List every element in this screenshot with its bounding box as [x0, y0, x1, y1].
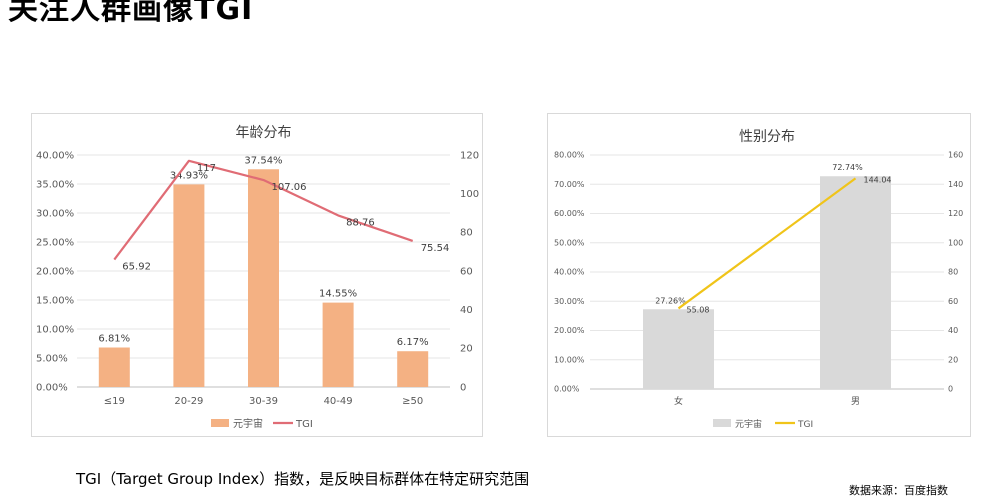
age-bar	[98, 347, 130, 387]
age-y-left-tick-label: 15.00%	[36, 295, 74, 306]
age-bar	[173, 184, 205, 387]
gender-y-left-tick-label: 70.00%	[554, 180, 585, 189]
age-y-left-tick-label: 25.00%	[36, 237, 74, 248]
tgi-description: TGI（Target Group Index）指数，是反映目标群体在特定研究范围	[76, 470, 530, 488]
age-y-right-tick-label: 60	[460, 266, 473, 277]
age-y-left-tick-label: 20.00%	[36, 266, 74, 277]
gender-chart-svg: 性别分布 0.00% 10.00% 20.00% 30.00% 40.00% 50.00% 6…	[554, 129, 963, 430]
age-y-left-tick-label: 10.00%	[36, 324, 74, 335]
gender-distribution-chart: 性别分布 0.00% 10.00% 20.00% 30.00% 40.00% 50.00% 6…	[547, 113, 971, 437]
age-x-tick-label: 20-29	[174, 396, 203, 407]
age-y-right-tick-label: 80	[460, 228, 473, 239]
gender-y-right-tick-label: 160	[948, 151, 963, 160]
age-y-left-tick-label: 0.00%	[36, 382, 68, 393]
gender-bar	[820, 176, 891, 389]
age-y-left-tick-label: 40.00%	[36, 150, 74, 161]
age-x-tick-label: ≥50	[402, 396, 423, 407]
age-y-left-tick-label: 35.00%	[36, 179, 74, 190]
age-tgi-data-label: 65.92	[122, 262, 151, 273]
gender-y-right-tick-label: 80	[948, 268, 958, 277]
gender-y-right-tick-label: 100	[948, 238, 963, 247]
gender-y-left-tick-label: 0.00%	[554, 385, 580, 394]
age-bar	[397, 351, 429, 387]
age-bar-data-label: 6.81%	[98, 334, 130, 345]
age-tgi-data-label: 75.54	[421, 243, 450, 254]
gender-y-right-tick-label: 140	[948, 180, 963, 189]
page-title: 关注人群画像TGI	[8, 0, 254, 27]
gender-y-left-tick-label: 30.00%	[554, 297, 585, 306]
age-x-tick-label: ≤19	[104, 396, 125, 407]
age-bar-data-label: 37.54%	[244, 155, 282, 166]
gender-tgi-data-label: 55.08	[687, 305, 710, 314]
gender-y-right-tick-label: 20	[948, 355, 958, 364]
gender-y-left-tick-label: 20.00%	[554, 326, 585, 335]
gender-legend-bar-swatch	[713, 419, 731, 427]
age-bar-data-label: 14.55%	[319, 289, 357, 300]
age-tgi-data-label: 107.06	[272, 182, 307, 193]
age-bar-data-label: 34.93%	[170, 170, 208, 181]
age-y-left-tick-label: 5.00%	[36, 353, 68, 364]
data-source: 数据来源：百度指数	[849, 484, 948, 497]
gender-legend-line-label: TGI	[797, 420, 813, 430]
gender-bar	[643, 309, 714, 389]
gender-y-right-tick-label: 60	[948, 297, 958, 306]
age-bar-data-label: 6.17%	[397, 337, 429, 348]
age-tgi-line	[113, 159, 414, 261]
gender-bar-data-label: 72.74%	[832, 163, 863, 172]
gender-y-left-tick-label: 60.00%	[554, 209, 585, 218]
gender-y-left-tick-label: 80.00%	[554, 151, 585, 160]
age-x-tick-label: 30-39	[249, 396, 278, 407]
gender-y-right-tick-label: 120	[948, 209, 963, 218]
age-y-right-tick-label: 120	[460, 150, 479, 161]
gender-y-right-tick-label: 0	[948, 385, 953, 394]
gender-chart-title: 性别分布	[739, 129, 795, 145]
age-tgi-data-label: 88.76	[346, 217, 375, 228]
gender-x-tick-label: 女	[674, 395, 683, 407]
age-y-left-tick-label: 30.00%	[36, 208, 74, 219]
age-y-right-tick-label: 100	[460, 189, 479, 200]
age-tgi-data-label: 117	[197, 163, 216, 174]
age-x-tick-label: 40-49	[324, 396, 353, 407]
age-y-right-tick-label: 0	[460, 382, 466, 393]
gender-bar-data-label: 27.26%	[655, 296, 686, 305]
age-bar	[248, 169, 279, 387]
age-legend-line-label: TGI	[295, 419, 313, 430]
age-bar	[322, 302, 354, 387]
age-chart-svg: 年龄分布 0.00% 5.00% 10.00% 15.00% 20.00% 25.00% 30…	[36, 125, 479, 430]
age-legend-bar-swatch	[211, 419, 229, 427]
gender-y-left-tick-label: 50.00%	[554, 238, 585, 247]
gender-y-right-tick-label: 40	[948, 326, 958, 335]
gender-tgi-data-label: 144.04	[864, 175, 892, 184]
age-y-right-tick-label: 20	[460, 344, 473, 355]
age-distribution-chart: 年龄分布 0.00% 5.00% 10.00% 15.00% 20.00% 25.00% 30…	[31, 113, 483, 437]
age-chart-title: 年龄分布	[236, 125, 292, 141]
gender-y-left-tick-label: 10.00%	[554, 355, 585, 364]
gender-x-tick-label: 男	[851, 396, 860, 407]
gender-legend-bar-label: 元宇宙	[735, 418, 762, 430]
age-y-right-tick-label: 40	[460, 305, 473, 316]
gender-y-left-tick-label: 40.00%	[554, 268, 585, 277]
gender-tgi-line	[677, 177, 857, 310]
age-legend-bar-label: 元宇宙	[233, 417, 263, 430]
